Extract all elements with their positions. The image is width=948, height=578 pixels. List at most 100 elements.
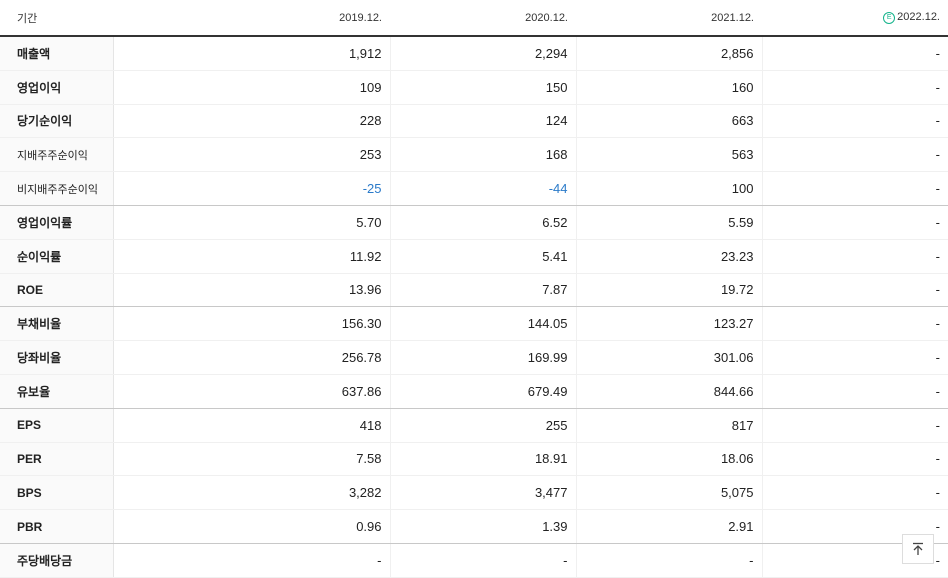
cell: 2,294 bbox=[389, 36, 576, 71]
cell: 663 bbox=[575, 104, 762, 139]
row-label: PER bbox=[0, 442, 114, 477]
cell: 3,282 bbox=[112, 475, 390, 511]
row-label: 당기순이익 bbox=[0, 104, 114, 139]
period-2021: 2021.12. bbox=[576, 0, 762, 37]
cell: 5.70 bbox=[112, 205, 390, 240]
row-label: 부채비율 bbox=[0, 306, 114, 342]
cell: - bbox=[761, 374, 948, 409]
table-row: 주당배당금 - - - - bbox=[0, 543, 948, 578]
row-label: BPS bbox=[0, 475, 114, 511]
table-row: 유보율 637.86 679.49 844.66 - bbox=[0, 374, 948, 409]
cell: 168 bbox=[389, 137, 576, 173]
cell: 7.58 bbox=[112, 442, 390, 477]
table-row: 영업이익 109 150 160 - bbox=[0, 70, 948, 105]
scroll-to-top-button[interactable] bbox=[902, 534, 934, 564]
cell: 18.06 bbox=[575, 442, 762, 477]
cell: 18.91 bbox=[389, 442, 576, 477]
cell: - bbox=[761, 306, 948, 342]
cell: 11.92 bbox=[112, 239, 390, 274]
cell: 418 bbox=[112, 408, 390, 443]
cell: - bbox=[761, 70, 948, 105]
table-row: 지배주주순이익 253 168 563 - bbox=[0, 137, 948, 173]
cell: 19.72 bbox=[575, 273, 762, 308]
table-row: PER 7.58 18.91 18.06 - bbox=[0, 442, 948, 477]
row-label: 영업이익 bbox=[0, 70, 114, 105]
arrow-up-to-top-icon bbox=[913, 542, 923, 555]
cell: 3,477 bbox=[389, 475, 576, 511]
cell: - bbox=[761, 104, 948, 139]
cell: 5,075 bbox=[575, 475, 762, 511]
cell: 817 bbox=[575, 408, 762, 443]
cell: 100 bbox=[575, 171, 762, 206]
header-row: 기간 2019.12. 2020.12. 2021.12. E 2022.12. bbox=[0, 0, 948, 37]
cell: 301.06 bbox=[575, 340, 762, 375]
table-row: ROE 13.96 7.87 19.72 - bbox=[0, 273, 948, 308]
cell: - bbox=[761, 36, 948, 71]
cell: 1,912 bbox=[112, 36, 390, 71]
cell: 7.87 bbox=[389, 273, 576, 308]
cell: 5.59 bbox=[575, 205, 762, 240]
cell: - bbox=[761, 408, 948, 443]
cell: 124 bbox=[389, 104, 576, 139]
row-label: ROE bbox=[0, 273, 114, 308]
cell: 109 bbox=[112, 70, 390, 105]
cell: 255 bbox=[389, 408, 576, 443]
cell: 13.96 bbox=[112, 273, 390, 308]
cell: 156.30 bbox=[112, 306, 390, 342]
row-label: 비지배주주순이익 bbox=[0, 171, 114, 206]
cell: 253 bbox=[112, 137, 390, 173]
cell: - bbox=[761, 273, 948, 308]
cell: - bbox=[761, 205, 948, 240]
cell: 160 bbox=[575, 70, 762, 105]
cell: 0.96 bbox=[112, 509, 390, 544]
cell: - bbox=[761, 137, 948, 173]
cell-negative: -44 bbox=[389, 171, 576, 206]
table-row: 순이익률 11.92 5.41 23.23 - bbox=[0, 239, 948, 274]
row-label: EPS bbox=[0, 408, 114, 443]
row-label: 주당배당금 bbox=[0, 543, 114, 578]
cell: 679.49 bbox=[389, 374, 576, 409]
table-row: 부채비율 156.30 144.05 123.27 - bbox=[0, 306, 948, 342]
estimate-icon: E bbox=[883, 11, 896, 24]
cell: 637.86 bbox=[112, 374, 390, 409]
period-header-label: 기간 bbox=[0, 0, 113, 37]
table-row: 매출액 1,912 2,294 2,856 - bbox=[0, 36, 948, 71]
cell: - bbox=[112, 543, 390, 578]
cell: 6.52 bbox=[389, 205, 576, 240]
cell: 2,856 bbox=[575, 36, 762, 71]
period-2022-estimate: E 2022.12. bbox=[762, 0, 948, 37]
table-row: 비지배주주순이익 -25 -44 100 - bbox=[0, 171, 948, 206]
table-row: 영업이익률 5.70 6.52 5.59 - bbox=[0, 205, 948, 240]
period-2020: 2020.12. bbox=[390, 0, 576, 37]
table-row: PBR 0.96 1.39 2.91 - bbox=[0, 509, 948, 544]
cell: 2.91 bbox=[575, 509, 762, 544]
row-label: 매출액 bbox=[0, 36, 114, 71]
table-row: 당기순이익 228 124 663 - bbox=[0, 104, 948, 139]
table-row: BPS 3,282 3,477 5,075 - bbox=[0, 475, 948, 511]
row-label: 유보율 bbox=[0, 374, 114, 409]
cell-negative: -25 bbox=[112, 171, 390, 206]
row-label: 영업이익률 bbox=[0, 205, 114, 240]
cell: - bbox=[761, 442, 948, 477]
period-2019: 2019.12. bbox=[113, 0, 390, 37]
table-row: 당좌비율 256.78 169.99 301.06 - bbox=[0, 340, 948, 375]
cell: 1.39 bbox=[389, 509, 576, 544]
cell: 5.41 bbox=[389, 239, 576, 274]
row-label: PBR bbox=[0, 509, 114, 544]
row-label: 당좌비율 bbox=[0, 340, 114, 375]
cell: - bbox=[389, 543, 576, 578]
cell: 144.05 bbox=[389, 306, 576, 342]
cell: - bbox=[761, 475, 948, 511]
period-2022-label: 2022.12. bbox=[897, 11, 940, 24]
cell: 150 bbox=[389, 70, 576, 105]
table-row: EPS 418 255 817 - bbox=[0, 408, 948, 443]
cell: 256.78 bbox=[112, 340, 390, 375]
cell: - bbox=[761, 340, 948, 375]
cell: 228 bbox=[112, 104, 390, 139]
cell: 169.99 bbox=[389, 340, 576, 375]
cell: 844.66 bbox=[575, 374, 762, 409]
cell: 123.27 bbox=[575, 306, 762, 342]
cell: 563 bbox=[575, 137, 762, 173]
row-label: 순이익률 bbox=[0, 239, 114, 274]
